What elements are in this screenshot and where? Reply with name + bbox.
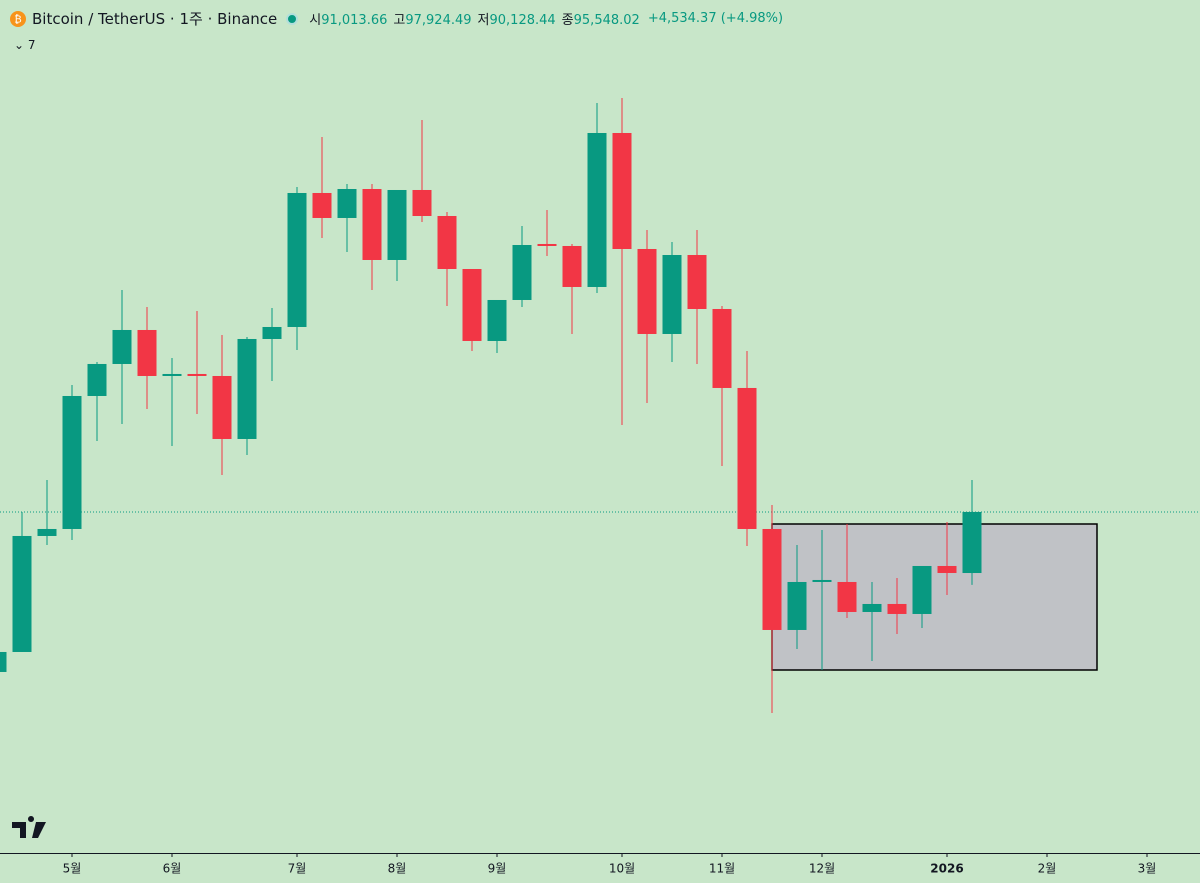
candle-body: [362, 188, 382, 260]
field-label: 시: [309, 13, 322, 28]
candle-body: [162, 373, 182, 376]
field-value: 95,548.02: [573, 13, 640, 28]
candle-body: [262, 326, 282, 339]
x-tick-label: 8월: [388, 862, 407, 876]
candle-body: [537, 243, 557, 246]
candle-body: [612, 132, 632, 249]
candle-body: [812, 579, 832, 582]
symbol: Bitcoin / TetherUS · 1주 · Binance: [32, 10, 278, 28]
status-dot: [286, 12, 299, 25]
ohlc-fields: 시91,013.66 고97,924.49 저90,128.44 종95,548.02: [303, 9, 640, 28]
x-tick-label: 11월: [709, 862, 735, 876]
candle-body: [662, 254, 682, 334]
field-value: 97,924.49: [405, 13, 472, 28]
candle-body: [412, 189, 432, 216]
svg-text:₿: ₿: [14, 13, 21, 25]
candle-body: [837, 581, 857, 612]
candle-body: [62, 395, 82, 529]
range-box: [771, 523, 1098, 671]
x-tick-label: 6월: [163, 862, 182, 876]
x-tick-label: 7월: [288, 862, 307, 876]
candle-body: [187, 373, 207, 376]
btc-icon: ₿: [10, 10, 26, 27]
candle-body: [112, 329, 132, 364]
candle-body: [712, 308, 732, 388]
x-tick-label: 12월: [809, 862, 835, 876]
x-tick-label: 3월: [1138, 862, 1157, 876]
candle-body: [87, 363, 107, 396]
candle-body: [687, 254, 707, 309]
candle-body: [12, 535, 32, 652]
tv-logo: [12, 816, 46, 838]
candle-body: [387, 189, 407, 260]
header: ₿ Bitcoin / TetherUS · 1주 · Binance 시91,…: [10, 8, 783, 29]
x-tick-label: 5월: [63, 862, 82, 876]
x-tick-label: 9월: [488, 862, 507, 876]
candle-body: [237, 338, 257, 439]
candle-body: [487, 299, 507, 341]
candle-body: [962, 511, 982, 574]
candle-body: [762, 528, 782, 630]
x-tick-label: 10월: [609, 862, 635, 876]
x-tick-label: 2026: [930, 862, 963, 876]
candle-body: [0, 651, 7, 672]
candle-body: [137, 329, 157, 376]
candle-body: [512, 244, 532, 300]
candle-body: [937, 565, 957, 573]
change: +4,534.37 (+4.98%): [647, 11, 784, 26]
candle-body: [562, 245, 582, 287]
candle-body: [212, 375, 232, 439]
candle-body: [437, 215, 457, 269]
candle-body: [312, 192, 332, 218]
field-label: 고: [393, 13, 406, 28]
indicators-toggle[interactable]: ⌄ 7: [14, 38, 36, 52]
candle-body: [787, 581, 807, 630]
field-label: 종: [561, 13, 574, 28]
x-tick-label: 2월: [1038, 862, 1057, 876]
candle-body: [587, 132, 607, 287]
field-value: 91,013.66: [321, 13, 388, 28]
candle-body: [637, 248, 657, 334]
candle-body: [462, 268, 482, 341]
candle-body: [887, 603, 907, 614]
candle-body: [337, 188, 357, 218]
field-value: 90,128.44: [489, 13, 556, 28]
candle-body: [862, 603, 882, 612]
indicator-count: 7: [27, 38, 36, 52]
field-label: 저: [477, 13, 490, 28]
candle-body: [37, 528, 57, 536]
candle-body: [737, 387, 757, 529]
candle-body: [912, 565, 932, 614]
candle-body: [287, 192, 307, 327]
